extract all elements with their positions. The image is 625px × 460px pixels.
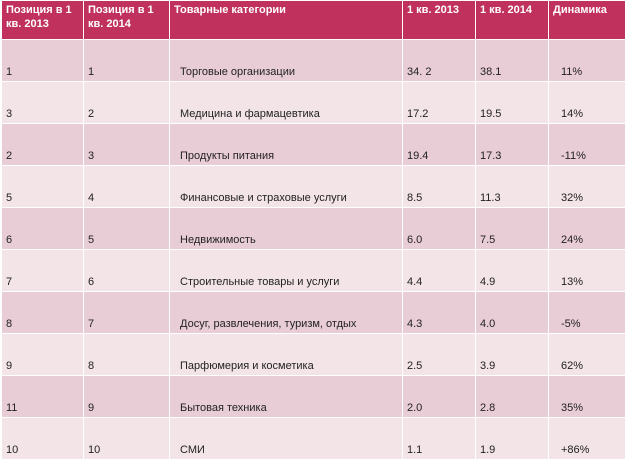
cell-dynamics: 13% xyxy=(549,250,625,292)
cell-position-2013: 6 xyxy=(2,208,84,250)
header-row: Позиция в 1 кв. 2013 Позиция в 1 кв. 201… xyxy=(2,1,625,40)
cell-category: Финансовые и страховые услуги xyxy=(170,166,403,208)
cell-q1-2014: 7.5 xyxy=(476,208,549,250)
cell-q1-2013: 17.2 xyxy=(403,82,476,124)
cell-q1-2014: 11.3 xyxy=(476,166,549,208)
cell-position-2014: 2 xyxy=(84,82,170,124)
cell-q1-2013: 1.1 xyxy=(403,418,476,460)
cell-category: Медицина и фармацевтика xyxy=(170,82,403,124)
header-q1-2014: 1 кв. 2014 xyxy=(476,1,549,40)
cell-dynamics: -5% xyxy=(549,292,625,334)
cell-dynamics: 24% xyxy=(549,208,625,250)
cell-q1-2014: 2.8 xyxy=(476,376,549,418)
cell-dynamics: +86% xyxy=(549,418,625,460)
header-position-2014: Позиция в 1 кв. 2014 xyxy=(84,1,170,40)
cell-position-2013: 1 xyxy=(2,40,84,82)
cell-q1-2013: 6.0 xyxy=(403,208,476,250)
cell-position-2013: 5 xyxy=(2,166,84,208)
cell-dynamics: 35% xyxy=(549,376,625,418)
cell-category: Бытовая техника xyxy=(170,376,403,418)
header-q1-2013: 1 кв. 2013 xyxy=(403,1,476,40)
cell-position-2014: 1 xyxy=(84,40,170,82)
cell-position-2013: 3 xyxy=(2,82,84,124)
cell-q1-2013: 8.5 xyxy=(403,166,476,208)
cell-category: Недвижимость xyxy=(170,208,403,250)
cell-position-2014: 6 xyxy=(84,250,170,292)
cell-q1-2014: 4.0 xyxy=(476,292,549,334)
header-dynamics: Динамика xyxy=(549,1,625,40)
cell-position-2014: 4 xyxy=(84,166,170,208)
header-category: Товарные категории xyxy=(170,1,403,40)
cell-position-2013: 11 xyxy=(2,376,84,418)
cell-dynamics: 14% xyxy=(549,82,625,124)
cell-dynamics: -11% xyxy=(549,124,625,166)
cell-position-2013: 7 xyxy=(2,250,84,292)
cell-position-2013: 8 xyxy=(2,292,84,334)
cell-category: Досуг, развлечения, туризм, отдых xyxy=(170,292,403,334)
cell-position-2014: 3 xyxy=(84,124,170,166)
cell-q1-2014: 1.9 xyxy=(476,418,549,460)
cell-q1-2014: 3.9 xyxy=(476,334,549,376)
cell-dynamics: 62% xyxy=(549,334,625,376)
cell-category: Продукты питания xyxy=(170,124,403,166)
table-header: Позиция в 1 кв. 2013 Позиция в 1 кв. 201… xyxy=(2,1,625,40)
cell-position-2014: 9 xyxy=(84,376,170,418)
cell-q1-2014: 4.9 xyxy=(476,250,549,292)
cell-category: Торговые организации xyxy=(170,40,403,82)
cell-position-2014: 8 xyxy=(84,334,170,376)
cell-dynamics: 11% xyxy=(549,40,625,82)
cell-q1-2013: 2.0 xyxy=(403,376,476,418)
cell-position-2013: 10 xyxy=(2,418,84,460)
cell-position-2014: 5 xyxy=(84,208,170,250)
cell-position-2014: 10 xyxy=(84,418,170,460)
cell-category: Строительные товары и услуги xyxy=(170,250,403,292)
cell-q1-2014: 17.3 xyxy=(476,124,549,166)
cell-q1-2013: 4.4 xyxy=(403,250,476,292)
cell-q1-2014: 38.1 xyxy=(476,40,549,82)
header-position-2013: Позиция в 1 кв. 2013 xyxy=(2,1,84,40)
cell-q1-2013: 34. 2 xyxy=(403,40,476,82)
cell-q1-2013: 2.5 xyxy=(403,334,476,376)
cell-dynamics: 32% xyxy=(549,166,625,208)
cell-category: СМИ xyxy=(170,418,403,460)
cell-q1-2014: 19.5 xyxy=(476,82,549,124)
cell-position-2014: 7 xyxy=(84,292,170,334)
cell-q1-2013: 4.3 xyxy=(403,292,476,334)
cell-q1-2013: 19.4 xyxy=(403,124,476,166)
cell-position-2013: 2 xyxy=(2,124,84,166)
cell-category: Парфюмерия и косметика xyxy=(170,334,403,376)
cell-position-2013: 9 xyxy=(2,334,84,376)
